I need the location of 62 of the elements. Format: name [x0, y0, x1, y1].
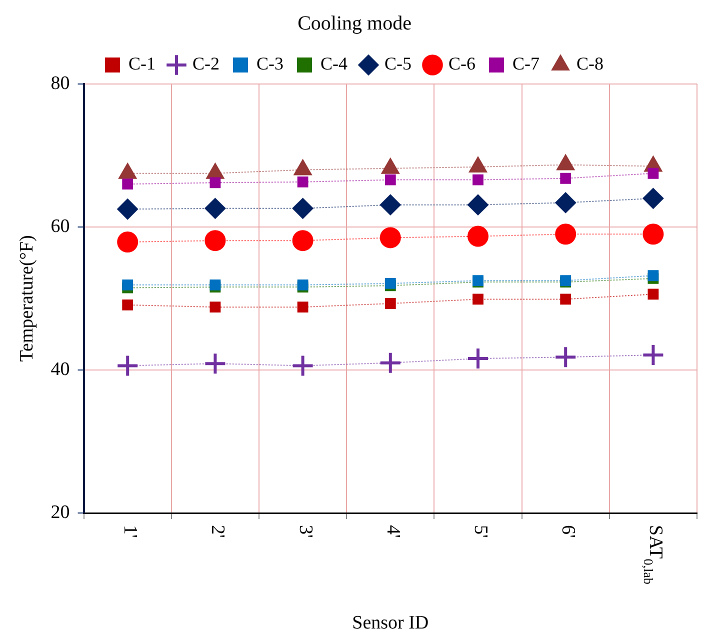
point [122, 279, 134, 290]
legend-label: C-1 [128, 54, 156, 74]
point [122, 299, 134, 310]
x-tick-label: 6' [558, 525, 579, 538]
point [384, 278, 396, 289]
point [472, 294, 484, 305]
x-tick-label: 2' [207, 525, 228, 538]
point [642, 224, 664, 245]
chart-title: Cooling mode [298, 12, 412, 34]
point [116, 354, 140, 378]
y-tick-label: 40 [50, 358, 70, 380]
point [554, 346, 578, 369]
point [560, 172, 572, 184]
point [380, 227, 401, 248]
point [555, 224, 576, 245]
point [468, 194, 488, 216]
point [555, 192, 576, 214]
legend-label: C-3 [256, 54, 284, 74]
y-tick-label: 60 [50, 216, 70, 237]
point [472, 174, 484, 186]
point [117, 232, 138, 253]
point [204, 198, 226, 219]
legend-label: C-4 [320, 54, 348, 74]
point [122, 178, 134, 190]
x-tick-label: 1' [120, 525, 141, 538]
point [642, 343, 665, 366]
point [384, 174, 396, 186]
point [291, 354, 314, 378]
point [210, 302, 221, 313]
point [466, 347, 490, 370]
point [297, 176, 308, 188]
point [384, 298, 396, 309]
point [468, 226, 488, 247]
point [378, 351, 402, 374]
point [297, 302, 308, 313]
point [210, 177, 221, 188]
y-tick-label: 80 [50, 72, 70, 94]
y-tick-label: 20 [50, 502, 70, 523]
point [292, 198, 314, 219]
point [648, 288, 659, 300]
x-tick-label: 3' [294, 525, 316, 538]
x-tick-label: 4' [382, 525, 404, 538]
x-tick-label: 5' [470, 525, 492, 538]
x-tick-label: SAT0,lab [640, 525, 666, 584]
legend-label: C-8 [576, 54, 604, 74]
point [642, 188, 664, 209]
point [648, 270, 659, 282]
legend-label: C-2 [192, 54, 220, 74]
point [210, 279, 221, 290]
point [204, 352, 227, 376]
point [648, 168, 659, 179]
y-axis-title: Temperature(°F) [16, 235, 38, 362]
point [297, 279, 308, 290]
point [380, 194, 401, 216]
point [117, 198, 138, 220]
legend-label: C-6 [448, 54, 476, 74]
point [560, 294, 572, 305]
legend-label: C-7 [512, 54, 540, 74]
x-axis-title: Sensor ID [352, 612, 429, 634]
point [204, 230, 226, 252]
point [292, 230, 314, 252]
legend-label: C-5 [384, 54, 412, 74]
